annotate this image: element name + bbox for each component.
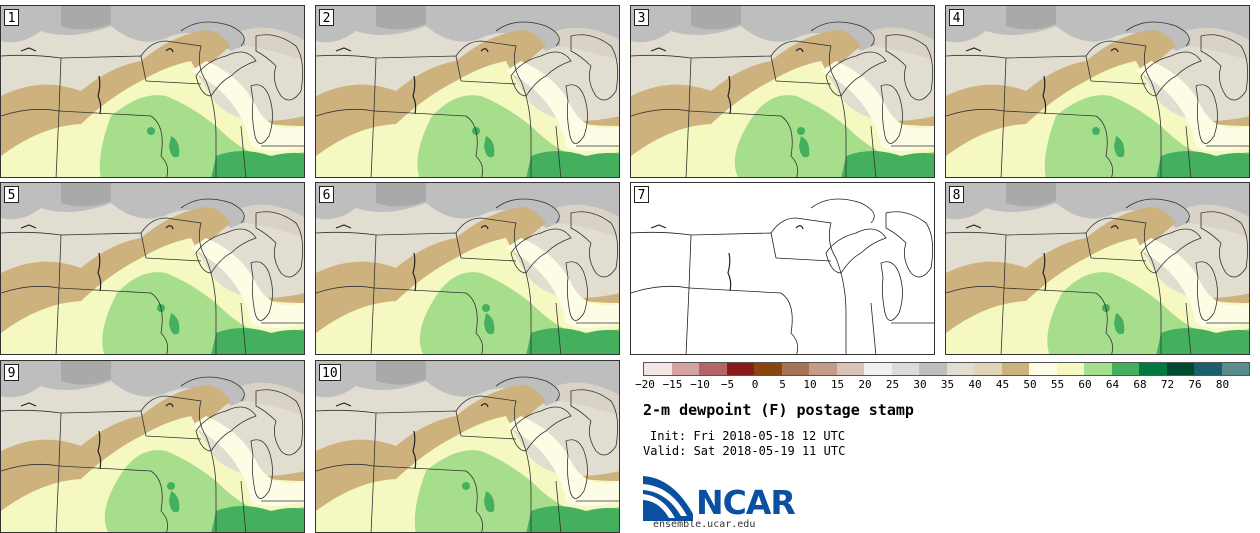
colorbar-swatch [1029, 363, 1057, 375]
member-panel: 10 [315, 360, 620, 533]
colorbar-tick-label: 68 [1133, 378, 1147, 391]
colorbar-tick-label: 55 [1050, 378, 1065, 391]
member-label: 1 [4, 9, 19, 26]
colorbar-swatch [644, 363, 672, 375]
colorbar-tick-label: 5 [779, 378, 786, 391]
plot-title: 2-m dewpoint (F) postage stamp [643, 401, 914, 419]
colorbar-swatch [1139, 363, 1167, 375]
member-label: 10 [319, 364, 341, 381]
member-label: 5 [4, 186, 19, 203]
colorbar-tick-label: −15 [662, 378, 683, 391]
member-panel: 1 [0, 5, 305, 178]
member-label: 3 [634, 9, 649, 26]
colorbar-tick-label: 40 [968, 378, 982, 391]
colorbar-swatch [946, 363, 974, 375]
colorbar-tick-label: 80 [1215, 378, 1230, 391]
colorbar-swatch [864, 363, 892, 375]
colorbar-swatch [919, 363, 947, 375]
member-label: 4 [949, 9, 964, 26]
ncar-logo-text: NCAR [696, 483, 796, 522]
colorbar-tick-label: 60 [1078, 378, 1092, 391]
colorbar-swatch [699, 363, 727, 375]
member-panel: 3 [630, 5, 935, 178]
colorbar-swatch [1111, 363, 1139, 375]
member-panel: 9 [0, 360, 305, 533]
colorbar-swatch [671, 363, 699, 375]
colorbar-tick-label: 35 [940, 378, 955, 391]
member-label: 6 [319, 186, 334, 203]
colorbar-swatch [809, 363, 837, 375]
colorbar-swatch [1084, 363, 1112, 375]
colorbar [643, 362, 1250, 376]
member-label: 9 [4, 364, 19, 381]
colorbar-tick-label: −10 [690, 378, 710, 391]
colorbar-swatch [1056, 363, 1084, 375]
member-panel: 5 [0, 182, 305, 355]
init-time: Init: Fri 2018-05-18 12 UTC [650, 429, 846, 443]
colorbar-tick-label: 76 [1188, 378, 1202, 391]
colorbar-swatch [1166, 363, 1194, 375]
member-panel: 6 [315, 182, 620, 355]
colorbar-tick-label: 64 [1105, 378, 1120, 391]
colorbar-tick-label: 15 [830, 378, 845, 391]
member-label: 2 [319, 9, 334, 26]
colorbar-tick-label: 20 [858, 378, 872, 391]
colorbar-ticks: −20 −15 −10 −5 0 5 10 15 20 25 30 35 40 45 50 55 60 64 68 7… [635, 378, 1248, 392]
colorbar-tick-label: 50 [1023, 378, 1037, 391]
colorbar-tick-label: 45 [995, 378, 1010, 391]
colorbar-tick-label: 30 [913, 378, 927, 391]
member-label: 8 [949, 186, 964, 203]
colorbar-tick-label: 25 [885, 378, 900, 391]
member-panel: 4 [945, 5, 1250, 178]
ncar-url: ensemble.ucar.edu [653, 519, 756, 530]
colorbar-swatch [1001, 363, 1029, 375]
member-panel: 8 [945, 182, 1250, 355]
colorbar-swatch [891, 363, 919, 375]
colorbar-tick-label: 10 [803, 378, 817, 391]
ncar-logo-icon [643, 476, 693, 521]
valid-time: Valid: Sat 2018-05-19 11 UTC [643, 444, 846, 458]
colorbar-tick-label: 0 [751, 378, 759, 391]
colorbar-swatch [836, 363, 864, 375]
colorbar-tick-label: −5 [720, 378, 735, 391]
member-label: 7 [634, 186, 649, 203]
colorbar-swatch [726, 363, 754, 375]
member-panel: 7 [630, 182, 935, 355]
colorbar-tick-label: 72 [1160, 378, 1175, 391]
colorbar-swatch [1221, 363, 1249, 375]
colorbar-swatch [1194, 363, 1222, 375]
colorbar-tick-label: −20 [635, 378, 655, 391]
colorbar-swatch [781, 363, 809, 375]
colorbar-swatch [974, 363, 1002, 375]
colorbar-swatch [754, 363, 782, 375]
member-panel: 2 [315, 5, 620, 178]
